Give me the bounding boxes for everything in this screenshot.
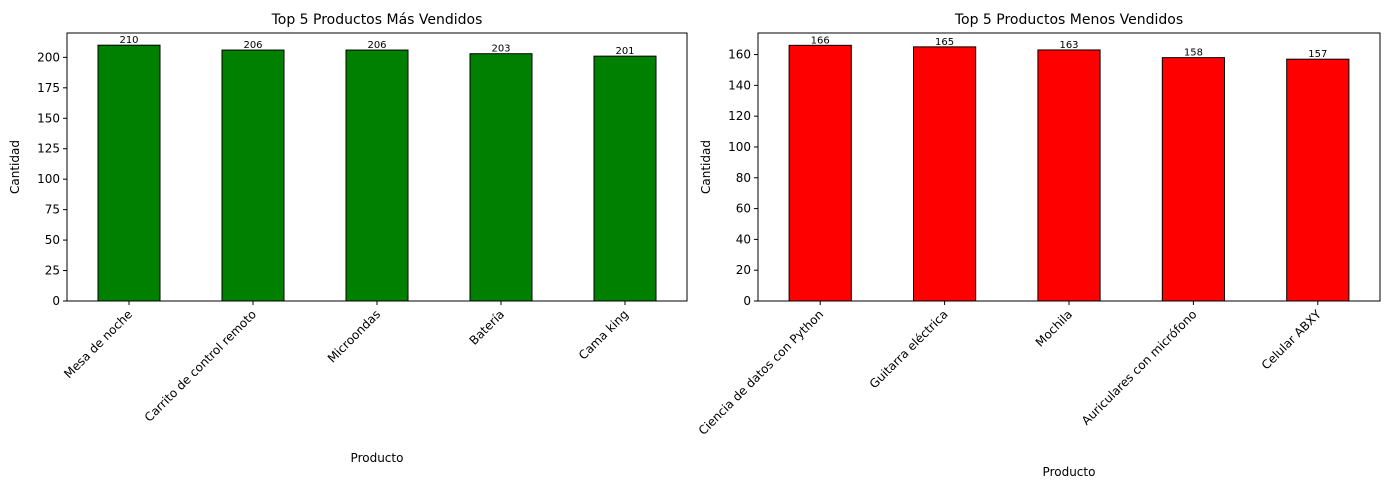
y-tick-label: 20 [736, 263, 751, 277]
bar [913, 46, 977, 302]
bar [345, 49, 409, 302]
bars [788, 44, 1350, 302]
y-tick-label: 150 [37, 111, 60, 125]
bar [469, 53, 533, 302]
bar-value-label: 165 [935, 37, 954, 48]
x-axis-label: Producto [1043, 465, 1096, 479]
bar-value-label: 166 [811, 35, 830, 46]
bar [1037, 49, 1101, 302]
chart-title: Top 5 Productos Menos Vendidos [954, 12, 1183, 28]
bar-value-label: 210 [119, 35, 138, 46]
x-tick-label: Mesa de noche [61, 307, 135, 381]
y-tick-label: 50 [45, 233, 60, 247]
y-tick-label: 140 [728, 78, 751, 92]
y-axis-label: Cantidad [699, 140, 713, 194]
y-tick-label: 0 [52, 294, 60, 308]
y-tick-label: 200 [37, 50, 60, 64]
plot-frame [757, 32, 1381, 302]
y-tick-label: 100 [728, 140, 751, 154]
bar [221, 49, 285, 302]
x-tick-label: Batería [467, 307, 508, 348]
bar-value-label: 163 [1059, 40, 1078, 51]
bar-value-label: 206 [367, 40, 386, 51]
x-tick-label: Cama king [576, 307, 631, 362]
bar [1286, 58, 1350, 302]
chart-title: Top 5 Productos Más Vendidos [271, 12, 483, 28]
x-tick-label: Microondas [325, 307, 383, 365]
x-axis-label: Producto [351, 451, 404, 465]
y-tick-label: 125 [37, 142, 60, 156]
x-axis-ticks: Mesa de noche Carrito de control remoto Mi… [61, 301, 631, 425]
bar-value-label: 158 [1184, 48, 1203, 59]
data-labels: 166 165 163 158 157 [811, 35, 1328, 60]
y-tick-label: 160 [728, 48, 751, 62]
chart-most-sold: Top 5 Productos Más Vendidos Cantidad Pr… [8, 12, 688, 465]
x-tick-label: Auriculares con micrófono [1079, 307, 1200, 428]
y-tick-label: 100 [37, 172, 60, 186]
y-tick-label: 25 [45, 264, 60, 278]
x-tick-label: Ciencia de datos con Python [696, 307, 827, 438]
x-tick-label: Mochila [1033, 307, 1075, 349]
bar [97, 44, 161, 302]
bars [97, 44, 657, 302]
y-tick-label: 175 [37, 81, 60, 95]
data-labels: 210 206 206 203 201 [119, 35, 634, 57]
x-axis-ticks: Ciencia de datos con Python Guitarra eléc… [696, 301, 1325, 438]
bar [1161, 57, 1226, 302]
x-tick-label: Carrito de control remoto [142, 307, 259, 424]
bar-value-label: 203 [491, 44, 510, 55]
bar-value-label: 157 [1308, 49, 1327, 60]
bar [593, 55, 657, 302]
y-axis-ticks: 0 20 40 60 80 100 120 140 160 [728, 48, 758, 308]
x-tick-label: Guitarra eléctrica [867, 307, 951, 391]
y-axis-label: Cantidad [8, 140, 22, 194]
y-axis-ticks: 0 25 50 75 100 125 150 175 200 [37, 50, 67, 308]
chart-least-sold: Top 5 Productos Menos Vendidos Cantidad … [696, 12, 1381, 479]
y-tick-label: 80 [736, 171, 751, 185]
y-tick-label: 0 [743, 294, 751, 308]
x-tick-label: Celular ABXY [1259, 307, 1325, 373]
bar-value-label: 206 [243, 40, 262, 51]
y-tick-label: 40 [736, 232, 751, 246]
y-tick-label: 75 [45, 203, 60, 217]
y-tick-label: 120 [728, 109, 751, 123]
y-tick-label: 60 [736, 202, 751, 216]
bar-value-label: 201 [615, 46, 634, 57]
bar [788, 44, 852, 302]
plot-frame [66, 32, 688, 302]
